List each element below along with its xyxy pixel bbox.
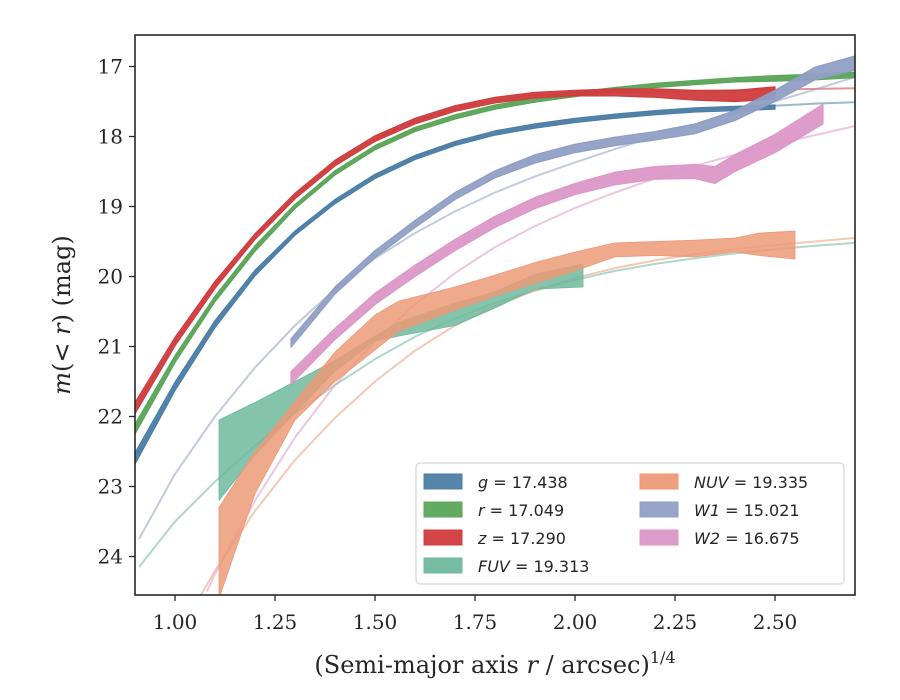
legend-swatch-nuv [639,473,679,490]
band-w1 [290,55,855,348]
x-tick-label: 1.75 [453,610,498,634]
x-tick-label: 2.25 [653,610,698,634]
x-tick-label: 2.50 [753,610,798,634]
y-tick-label: 24 [98,545,123,569]
band-nuv [218,230,796,595]
legend-swatch-w1 [639,501,679,518]
legend-label-w2: W2 = 16.675 [694,529,800,548]
y-axis-ticks: 17 18 19 20 21 22 23 24 [98,55,135,569]
legend-label-g: g = 17.438 [478,473,568,492]
y-tick-label: 22 [98,405,123,429]
x-tick-label: 2.00 [553,610,598,634]
y-tick-label: 17 [98,55,123,79]
legend-swatch-z [423,529,463,546]
band-r [135,71,855,435]
y-tick-label: 23 [98,475,123,499]
legend-label-w1: W1 = 15.021 [694,501,800,520]
plot-frame [134,34,856,596]
legend-label-nuv: NUV = 19.335 [694,473,808,492]
legend-swatch-fuv [423,557,463,574]
y-tick-label: 21 [98,335,123,359]
y-tick-label: 18 [98,125,123,149]
y-tick-label: 19 [98,195,123,219]
legend-swatch-w2 [639,529,679,546]
band-w2 [290,103,824,385]
legend-box [415,462,845,585]
legend-swatch-r [423,501,463,518]
legend-label-z: z = 17.290 [477,529,566,548]
legend: g = 17.438 r = 17.049 z = 17.290 FUV = 19.3… [415,462,845,585]
y-axis-title: m(< r) (mag) [48,235,76,395]
x-tick-label: 1.50 [353,610,398,634]
x-axis-ticks: 1.00 1.25 1.50 1.75 2.00 2.25 2.50 [153,595,798,634]
band-g [135,104,776,465]
legend-label-fuv: FUV = 19.313 [478,557,589,576]
x-tick-label: 1.00 [153,610,198,634]
legend-swatch-g [423,473,463,490]
legend-label-r: r = 17.049 [478,501,564,520]
x-axis-title: (Semi-major axis r / arcsec)1/4 [314,648,675,679]
series-layer [135,55,855,595]
y-tick-label: 20 [98,265,123,289]
x-tick-label: 1.25 [253,610,298,634]
